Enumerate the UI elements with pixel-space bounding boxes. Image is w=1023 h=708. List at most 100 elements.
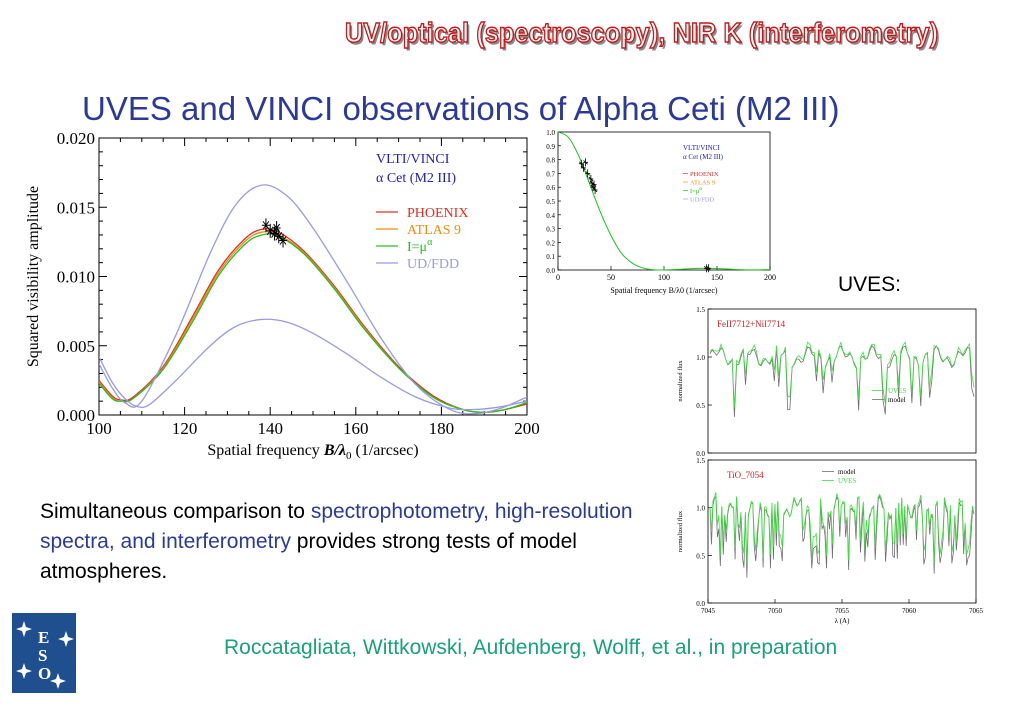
spectrum-legend-label: model — [838, 468, 856, 476]
observation-point — [272, 221, 281, 236]
spectrum-x-tick-label: 7060 — [902, 607, 917, 615]
legend-label: I=μα — [407, 237, 433, 255]
inset-legend-label: PHOENIX — [690, 171, 719, 178]
eso-letter: E — [38, 628, 49, 647]
model-spectrum-line — [709, 344, 975, 417]
x-tick-label: 140 — [257, 419, 283, 438]
plot-frame — [98, 137, 528, 416]
spectrum-y-axis-label: normalized flux — [677, 360, 684, 402]
spectrum-x-tick-label: 7050 — [768, 607, 783, 615]
inset-x-tick-label: 100 — [658, 273, 670, 282]
y-tick-label: 0.010 — [57, 268, 95, 287]
inset-y-tick-label: 0.8 — [546, 157, 555, 165]
spectrum-y-tick-label: 0.0 — [696, 600, 705, 608]
inset-observation — [706, 264, 712, 273]
summary-part3: provides strong tests of model atmospher… — [40, 530, 577, 583]
spectrum-legend-label: UVES — [838, 477, 856, 485]
inset-y-tick-label: 0.1 — [546, 253, 555, 261]
spectrum-y-tick-label: 1.0 — [696, 354, 705, 362]
inset-observation — [591, 180, 597, 189]
series-line — [99, 230, 527, 413]
spectrum-y-tick-label: 0.5 — [696, 552, 705, 560]
x-tick-label: 100 — [86, 419, 112, 438]
spectrum-panel-feii: 0.0 0.5 1.0 1.5 normalized flux FeII7712+NiI7… — [677, 306, 977, 458]
inset-observation — [583, 158, 589, 167]
inset-legend-subtitle: α Cet (M2 III) — [683, 153, 724, 161]
spectrum-y-tick-label: 1.5 — [696, 306, 705, 314]
spectrum-legend-label: UVES — [888, 387, 906, 395]
inset-legend-label: UD/FDD — [690, 197, 715, 204]
inset-observation — [580, 163, 586, 172]
observation-point — [279, 233, 288, 248]
inset-visibility-chart: 0 50 100 150 200 0.0 0.1 0.2 0.3 0.4 0.5 0.6 0.7 0.8 0… — [546, 129, 776, 295]
obs-stroke — [581, 165, 586, 171]
obs-stroke — [579, 161, 584, 167]
x-axis-label: Spatial frequency B/λ0 (1/arcsec) — [207, 442, 418, 462]
inset-x-tick-label: 200 — [764, 273, 776, 282]
inset-x-tick-label: 50 — [607, 273, 615, 282]
eso-logo: E S O — [12, 613, 76, 693]
spectrum-panel-tio: 0.0 0.5 1.0 1.5 normalized flux TiO_7054 model… — [677, 457, 984, 625]
inset-x-tick-label: 0 — [556, 273, 560, 282]
inset-legend-label: I=μα — [690, 187, 702, 195]
x-tick-label: 200 — [514, 419, 540, 438]
inset-y-tick-label: 0.7 — [546, 170, 555, 178]
spectrum-x-tick-label: 7055 — [835, 607, 850, 615]
spectrum-frame — [707, 308, 977, 454]
y-tick-label: 0.015 — [57, 198, 95, 217]
series-line — [99, 184, 527, 415]
spectrum-y-tick-label: 1.0 — [696, 505, 705, 513]
obs-stroke — [706, 265, 711, 271]
uves-label: UVES: — [838, 273, 902, 296]
summary-highlight: spectrophotometry, high-resolution spect… — [40, 500, 633, 553]
obs-stroke — [592, 187, 598, 193]
inset-observation — [578, 159, 584, 168]
y-tick-label: 0.005 — [57, 337, 95, 356]
y-axis-label: Squared visibility amplitude — [25, 186, 42, 367]
summary-part1: Simultaneous comparison to — [40, 500, 311, 523]
inset-legend-label: ATLAS 9 — [690, 180, 715, 187]
legend-label: UD/FDD — [407, 257, 459, 272]
x-tick-label: 180 — [429, 419, 455, 438]
uves-spectrum-line — [709, 492, 975, 564]
inset-observation — [592, 185, 598, 194]
inset-y-tick-label: 0.4 — [546, 212, 555, 220]
series-line — [99, 318, 527, 411]
y-tick-label: 0.000 — [57, 406, 95, 425]
inset-y-tick-label: 0.5 — [546, 198, 555, 206]
eso-letter: O — [38, 664, 51, 683]
eso-logo-icon: E S O — [16, 621, 74, 689]
inset-frame — [557, 131, 771, 271]
inset-y-tick-label: 0.0 — [546, 267, 555, 275]
inset-y-tick-label: 1.0 — [546, 129, 555, 137]
x-tick-label: 160 — [343, 419, 369, 438]
obs-stroke — [585, 171, 590, 176]
spectrum-x-axis-label: λ (A) — [835, 617, 851, 625]
spectrum-y-axis-label: normalized flux — [677, 510, 684, 552]
spectrum-y-tick-label: 1.5 — [696, 457, 705, 465]
main-visibility-chart: 100 120 140 160 180 200 0.000 0.005 0.010 0.015 0.… — [25, 129, 540, 462]
credit-line: Roccatagliata, Wittkowski, Aufdenberg, W… — [224, 636, 838, 659]
legend-label: ATLAS 9 — [407, 223, 461, 238]
inset-y-tick-label: 0.9 — [546, 143, 555, 151]
spectrum-x-tick-label: 7045 — [701, 607, 716, 615]
inset-x-axis-label: Spatial frequency B/λ0 (1/arcsec) — [610, 286, 718, 295]
y-tick-label: 0.020 — [57, 129, 95, 148]
inset-observation — [585, 169, 591, 178]
summary-text: Simultaneous comparison to spectrophotom… — [40, 497, 650, 587]
observation-point — [261, 218, 270, 233]
eso-letter: S — [38, 646, 47, 665]
inset-legend-title: VLTI/VINCI — [683, 144, 720, 152]
inset-series-line — [557, 131, 771, 271]
spectrum-y-tick-label: 0.0 — [696, 450, 705, 458]
obs-stroke — [583, 160, 588, 165]
uves-spectrum-line — [709, 341, 975, 408]
legend-title: VLTI/VINCI — [376, 152, 450, 167]
x-tick-label: 120 — [172, 419, 198, 438]
inset-x-tick-label: 150 — [711, 273, 723, 282]
spectrum-legend-label: model — [888, 396, 906, 404]
obs-stroke — [590, 184, 596, 190]
legend-subtitle: α Cet (M2 III) — [376, 171, 456, 186]
section-banner: UV/optical (spectroscopy), NIR K (interf… — [344, 17, 939, 49]
page-title: UVES and VINCI observations of Alpha Cet… — [82, 90, 840, 127]
